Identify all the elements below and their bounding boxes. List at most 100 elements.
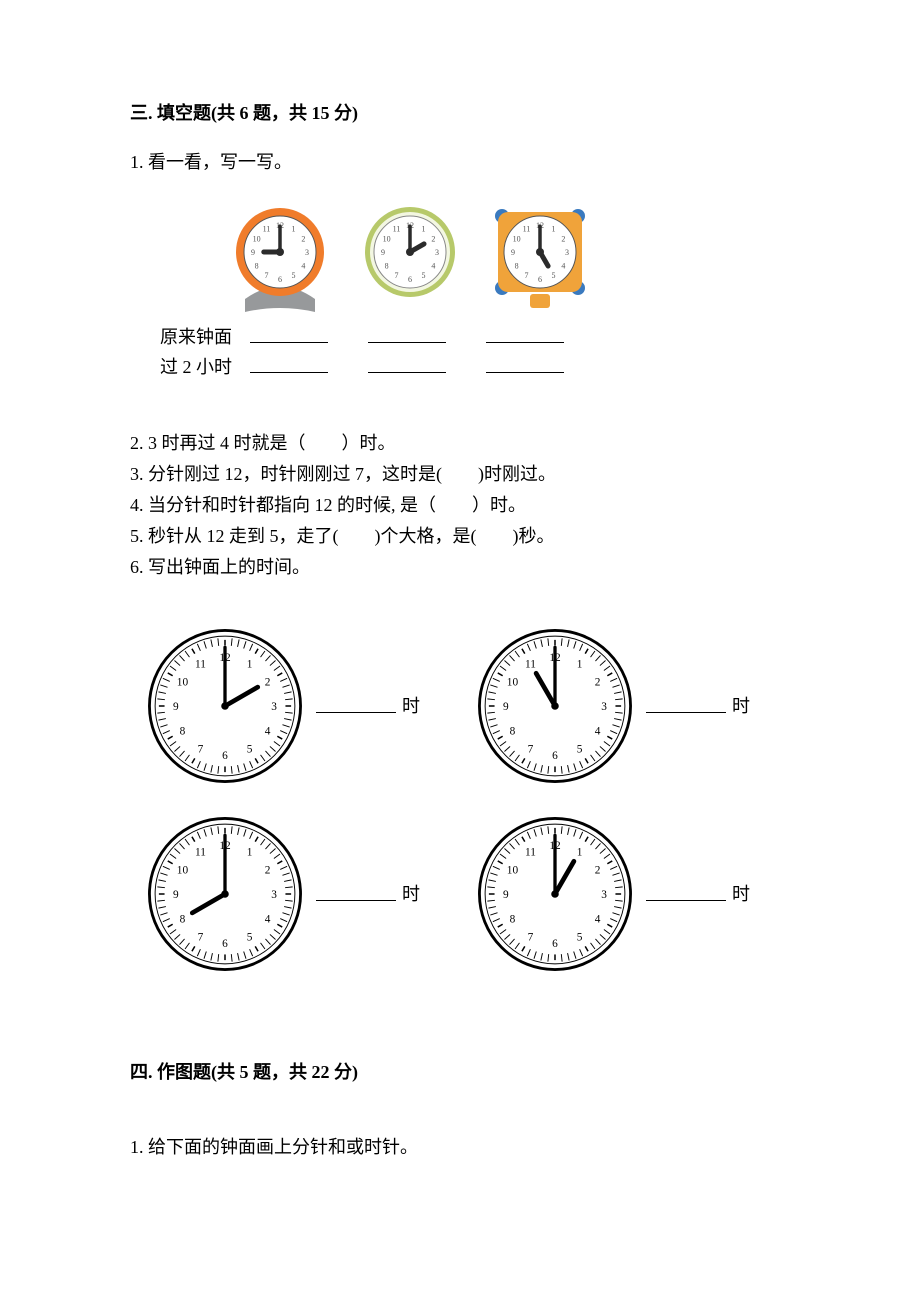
q5: 5. 秒针从 12 走到 5，走了( )个大格，是( )秒。 <box>130 523 790 550</box>
svg-text:7: 7 <box>528 931 534 943</box>
blank[interactable] <box>486 358 564 373</box>
svg-text:11: 11 <box>393 224 401 233</box>
q1-clock-row: 123456789101112 123456789101112 12345678… <box>230 204 790 314</box>
clock-item: 123456789101112 时 <box>470 621 750 791</box>
svg-text:7: 7 <box>198 931 204 943</box>
analog-clock: 123456789101112 <box>470 621 640 791</box>
svg-text:6: 6 <box>222 750 228 762</box>
section-3-title: 三. 填空题(共 6 题，共 15 分) <box>130 100 790 127</box>
svg-text:7: 7 <box>395 271 399 280</box>
answer-blank[interactable] <box>316 700 396 713</box>
svg-text:9: 9 <box>251 248 255 257</box>
analog-clock: 123456789101112 <box>140 809 310 979</box>
svg-text:10: 10 <box>507 676 519 688</box>
svg-text:9: 9 <box>511 248 515 257</box>
svg-text:10: 10 <box>253 234 261 243</box>
q6-prompt: 6. 写出钟面上的时间。 <box>130 554 790 581</box>
svg-text:7: 7 <box>525 271 529 280</box>
q1-row2-label: 过 2 小时 <box>160 354 250 381</box>
svg-text:9: 9 <box>173 701 179 713</box>
mini-clock: 123456789101112 <box>230 204 330 314</box>
svg-text:11: 11 <box>523 224 531 233</box>
svg-text:11: 11 <box>525 658 536 670</box>
svg-text:3: 3 <box>435 248 439 257</box>
svg-text:3: 3 <box>271 889 277 901</box>
unit-label: 时 <box>402 693 420 720</box>
svg-text:9: 9 <box>503 701 509 713</box>
svg-text:2: 2 <box>595 676 601 688</box>
svg-text:7: 7 <box>198 743 204 755</box>
answer-blank[interactable] <box>646 700 726 713</box>
clock-item: 123456789101112 时 <box>470 809 750 979</box>
svg-text:5: 5 <box>577 743 583 755</box>
svg-text:1: 1 <box>552 224 556 233</box>
q2: 2. 3 时再过 4 时就是（ ）时。 <box>130 430 790 457</box>
svg-text:2: 2 <box>431 234 435 243</box>
svg-text:8: 8 <box>515 261 519 270</box>
svg-text:4: 4 <box>301 261 305 270</box>
answer-blank[interactable] <box>316 888 396 901</box>
svg-text:5: 5 <box>247 743 253 755</box>
svg-text:4: 4 <box>431 261 435 270</box>
svg-text:2: 2 <box>595 864 601 876</box>
svg-text:5: 5 <box>247 931 253 943</box>
svg-text:2: 2 <box>561 234 565 243</box>
q6-clocks-grid: 123456789101112 时123456789101112 时123456… <box>130 621 790 979</box>
svg-text:11: 11 <box>525 846 536 858</box>
svg-text:8: 8 <box>385 261 389 270</box>
svg-text:2: 2 <box>265 676 271 688</box>
svg-text:9: 9 <box>381 248 385 257</box>
svg-text:3: 3 <box>565 248 569 257</box>
answer-blank[interactable] <box>646 888 726 901</box>
svg-text:8: 8 <box>255 261 259 270</box>
svg-text:6: 6 <box>552 750 558 762</box>
clock-row: 123456789101112 时123456789101112 时 <box>140 621 790 791</box>
svg-text:5: 5 <box>422 271 426 280</box>
svg-text:11: 11 <box>195 846 206 858</box>
q1-row1: 原来钟面 <box>160 324 790 354</box>
svg-text:5: 5 <box>577 931 583 943</box>
worksheet-page: 三. 填空题(共 6 题，共 15 分) 1. 看一看，写一写。 1234567… <box>0 0 920 1302</box>
svg-text:6: 6 <box>552 938 558 950</box>
blank[interactable] <box>368 358 446 373</box>
blank[interactable] <box>250 358 328 373</box>
svg-text:1: 1 <box>247 846 253 858</box>
svg-text:1: 1 <box>422 224 426 233</box>
svg-text:4: 4 <box>595 726 601 738</box>
q1-figure: 123456789101112 123456789101112 12345678… <box>130 204 790 384</box>
svg-text:4: 4 <box>595 914 601 926</box>
q1-prompt: 1. 看一看，写一写。 <box>130 149 790 176</box>
svg-text:9: 9 <box>173 889 179 901</box>
analog-clock: 123456789101112 <box>140 621 310 791</box>
svg-text:5: 5 <box>552 271 556 280</box>
svg-text:6: 6 <box>408 275 412 284</box>
blank[interactable] <box>250 328 328 343</box>
svg-text:2: 2 <box>265 864 271 876</box>
svg-text:11: 11 <box>195 658 206 670</box>
svg-text:9: 9 <box>503 889 509 901</box>
svg-text:2: 2 <box>301 234 305 243</box>
svg-text:4: 4 <box>561 261 565 270</box>
svg-text:10: 10 <box>177 676 189 688</box>
svg-text:10: 10 <box>513 234 521 243</box>
blank[interactable] <box>486 328 564 343</box>
mini-clock: 123456789101112 <box>360 204 460 314</box>
svg-text:4: 4 <box>265 914 271 926</box>
svg-text:11: 11 <box>263 224 271 233</box>
svg-text:6: 6 <box>538 275 542 284</box>
svg-text:10: 10 <box>177 864 189 876</box>
svg-text:10: 10 <box>383 234 391 243</box>
q1-row1-label: 原来钟面 <box>160 324 250 351</box>
svg-text:3: 3 <box>271 701 277 713</box>
q3: 3. 分针刚过 12，时针刚刚过 7，这时是( )时刚过。 <box>130 461 790 488</box>
unit-label: 时 <box>732 693 750 720</box>
clock-item: 123456789101112 时 <box>140 621 420 791</box>
svg-text:8: 8 <box>180 726 186 738</box>
unit-label: 时 <box>402 881 420 908</box>
svg-text:6: 6 <box>222 938 228 950</box>
q1-row2: 过 2 小时 <box>160 354 790 384</box>
clock-item: 123456789101112 时 <box>140 809 420 979</box>
analog-clock: 123456789101112 <box>470 809 640 979</box>
blank[interactable] <box>368 328 446 343</box>
section-4-title: 四. 作图题(共 5 题，共 22 分) <box>130 1059 790 1086</box>
